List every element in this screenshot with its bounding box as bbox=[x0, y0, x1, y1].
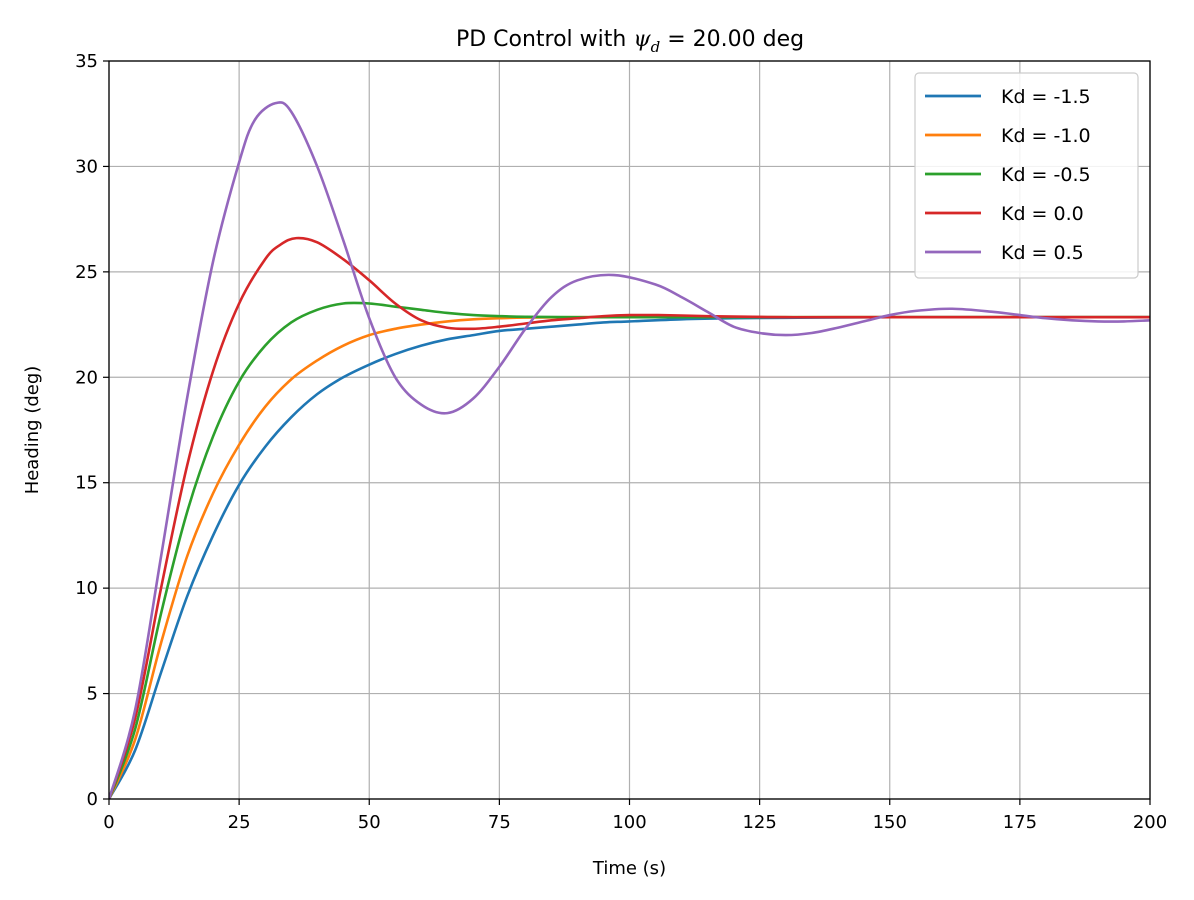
chart-title: PD Control with ψd = 20.00 deg bbox=[456, 27, 804, 56]
y-tick-label: 10 bbox=[75, 578, 98, 599]
legend: Kd = -1.5 Kd = -1.0 Kd = -0.5 Kd = 0.0 Kd = … bbox=[914, 72, 1139, 279]
series-lines bbox=[109, 101, 1150, 799]
x-tick-label: 175 bbox=[1003, 812, 1037, 833]
chart-title-subscript: d bbox=[651, 38, 661, 56]
legend-label-2: Kd = -0.5 bbox=[1001, 164, 1091, 186]
series-line-2 bbox=[109, 301, 1150, 799]
chart-title-prefix: PD Control with bbox=[456, 27, 633, 52]
legend-label-1: Kd = -1.0 bbox=[1001, 125, 1091, 147]
x-tick-label: 75 bbox=[488, 812, 511, 833]
series-line-3 bbox=[109, 236, 1150, 799]
x-tick-label: 100 bbox=[612, 812, 646, 833]
y-tick-label: 15 bbox=[75, 473, 98, 494]
y-tick-label: 5 bbox=[87, 684, 98, 705]
y-tick-label: 0 bbox=[87, 789, 98, 810]
x-tick-label: 0 bbox=[103, 812, 114, 833]
y-tick-label: 30 bbox=[75, 156, 98, 177]
y-tick-label: 25 bbox=[75, 262, 98, 283]
chart-title-suffix: = 20.00 deg bbox=[660, 27, 804, 52]
legend-label-3: Kd = 0.0 bbox=[1001, 203, 1084, 225]
legend-box bbox=[914, 72, 1139, 279]
axis-ticks: 0 25 50 75 100 125 150 175 200 0 5 10 15 20 25 30 35 bbox=[75, 51, 1167, 833]
x-tick-label: 25 bbox=[228, 812, 251, 833]
x-tick-label: 200 bbox=[1133, 812, 1167, 833]
legend-label-4: Kd = 0.5 bbox=[1001, 242, 1084, 264]
y-tick-label: 35 bbox=[75, 51, 98, 72]
x-tick-label: 150 bbox=[873, 812, 907, 833]
legend-label-0: Kd = -1.5 bbox=[1001, 86, 1091, 108]
chart-title-symbol: ψ bbox=[633, 27, 651, 52]
x-axis-label: Time (s) bbox=[592, 858, 666, 879]
y-axis-label: Heading (deg) bbox=[22, 366, 43, 495]
x-tick-label: 50 bbox=[358, 812, 381, 833]
x-tick-label: 125 bbox=[742, 812, 776, 833]
y-tick-label: 20 bbox=[75, 367, 98, 388]
series-line-4 bbox=[109, 101, 1150, 799]
